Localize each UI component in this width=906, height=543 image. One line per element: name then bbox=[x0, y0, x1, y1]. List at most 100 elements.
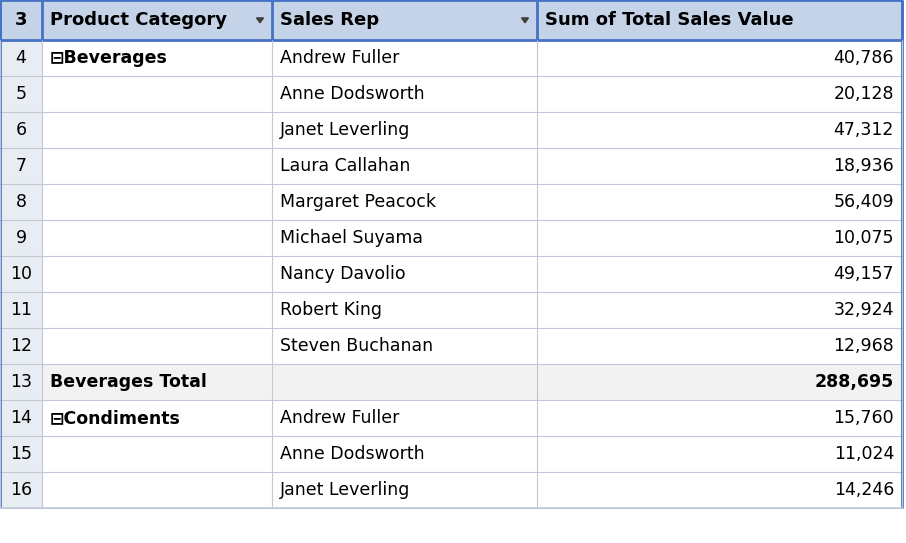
Bar bbox=[0, 40, 42, 76]
Text: 10,075: 10,075 bbox=[834, 229, 894, 247]
Bar bbox=[537, 328, 902, 364]
Text: 15,760: 15,760 bbox=[834, 409, 894, 427]
Text: 49,157: 49,157 bbox=[834, 265, 894, 283]
Bar bbox=[537, 256, 902, 292]
Text: 4: 4 bbox=[15, 49, 26, 67]
Bar bbox=[0, 292, 42, 328]
Text: ⊟Condiments: ⊟Condiments bbox=[50, 409, 181, 427]
Bar bbox=[272, 220, 537, 256]
Text: 47,312: 47,312 bbox=[834, 121, 894, 139]
Bar bbox=[272, 292, 537, 328]
Bar bbox=[0, 400, 42, 436]
Bar bbox=[537, 220, 902, 256]
Bar bbox=[272, 436, 537, 472]
Text: 288,695: 288,695 bbox=[814, 373, 894, 391]
Bar bbox=[272, 364, 537, 400]
Text: 14: 14 bbox=[10, 409, 32, 427]
Text: 11: 11 bbox=[10, 301, 32, 319]
Text: Sum of Total Sales Value: Sum of Total Sales Value bbox=[545, 11, 794, 29]
Bar bbox=[537, 436, 902, 472]
Text: 13: 13 bbox=[10, 373, 32, 391]
Bar bbox=[537, 112, 902, 148]
Bar bbox=[0, 76, 42, 112]
Bar bbox=[0, 112, 42, 148]
Text: 10: 10 bbox=[10, 265, 32, 283]
Text: 20,128: 20,128 bbox=[834, 85, 894, 103]
Text: Robert King: Robert King bbox=[280, 301, 382, 319]
Bar bbox=[42, 364, 272, 400]
Bar bbox=[537, 472, 902, 508]
Bar bbox=[272, 400, 537, 436]
Bar bbox=[42, 292, 272, 328]
Text: 8: 8 bbox=[15, 193, 26, 211]
Text: Steven Buchanan: Steven Buchanan bbox=[280, 337, 433, 355]
Text: 5: 5 bbox=[15, 85, 26, 103]
Bar bbox=[537, 292, 902, 328]
Bar bbox=[272, 40, 537, 76]
Bar bbox=[272, 0, 537, 40]
Text: Andrew Fuller: Andrew Fuller bbox=[280, 409, 400, 427]
Polygon shape bbox=[522, 18, 528, 23]
Polygon shape bbox=[256, 18, 264, 23]
Bar bbox=[0, 184, 42, 220]
Bar bbox=[42, 400, 272, 436]
Bar bbox=[0, 0, 42, 40]
Bar bbox=[272, 76, 537, 112]
Text: Janet Leverling: Janet Leverling bbox=[280, 121, 410, 139]
Bar bbox=[537, 0, 902, 40]
Bar bbox=[42, 436, 272, 472]
Bar bbox=[537, 184, 902, 220]
Text: Anne Dodsworth: Anne Dodsworth bbox=[280, 85, 425, 103]
Bar bbox=[42, 328, 272, 364]
Bar bbox=[42, 148, 272, 184]
Bar bbox=[42, 220, 272, 256]
Bar bbox=[0, 472, 42, 508]
Text: Michael Suyama: Michael Suyama bbox=[280, 229, 423, 247]
Text: 14,246: 14,246 bbox=[834, 481, 894, 499]
Text: Margaret Peacock: Margaret Peacock bbox=[280, 193, 436, 211]
Text: 56,409: 56,409 bbox=[834, 193, 894, 211]
Text: Nancy Davolio: Nancy Davolio bbox=[280, 265, 406, 283]
Text: 18,936: 18,936 bbox=[834, 157, 894, 175]
Bar bbox=[42, 184, 272, 220]
Bar bbox=[272, 472, 537, 508]
Text: 3: 3 bbox=[14, 11, 27, 29]
Text: 15: 15 bbox=[10, 445, 32, 463]
Text: 11,024: 11,024 bbox=[834, 445, 894, 463]
Bar bbox=[42, 256, 272, 292]
Text: Sales Rep: Sales Rep bbox=[280, 11, 379, 29]
Text: Andrew Fuller: Andrew Fuller bbox=[280, 49, 400, 67]
Text: 32,924: 32,924 bbox=[834, 301, 894, 319]
Bar bbox=[537, 148, 902, 184]
Bar bbox=[42, 76, 272, 112]
Bar bbox=[0, 220, 42, 256]
Bar bbox=[0, 436, 42, 472]
Text: ⊟Beverages: ⊟Beverages bbox=[50, 49, 168, 67]
Bar bbox=[272, 112, 537, 148]
Text: Beverages Total: Beverages Total bbox=[50, 373, 207, 391]
Bar bbox=[42, 472, 272, 508]
Text: 12,968: 12,968 bbox=[834, 337, 894, 355]
Bar bbox=[272, 256, 537, 292]
Bar bbox=[537, 400, 902, 436]
Text: Janet Leverling: Janet Leverling bbox=[280, 481, 410, 499]
Text: Anne Dodsworth: Anne Dodsworth bbox=[280, 445, 425, 463]
Bar bbox=[537, 40, 902, 76]
Bar bbox=[537, 364, 902, 400]
Bar bbox=[272, 184, 537, 220]
Bar bbox=[0, 364, 42, 400]
Text: 7: 7 bbox=[15, 157, 26, 175]
Bar bbox=[272, 148, 537, 184]
Bar bbox=[537, 76, 902, 112]
Text: 16: 16 bbox=[10, 481, 32, 499]
Bar bbox=[42, 0, 272, 40]
Text: Laura Callahan: Laura Callahan bbox=[280, 157, 410, 175]
Text: 12: 12 bbox=[10, 337, 32, 355]
Bar bbox=[42, 112, 272, 148]
Text: 9: 9 bbox=[15, 229, 26, 247]
Text: 6: 6 bbox=[15, 121, 26, 139]
Text: 40,786: 40,786 bbox=[834, 49, 894, 67]
Text: Product Category: Product Category bbox=[50, 11, 227, 29]
Bar bbox=[42, 40, 272, 76]
Bar bbox=[0, 256, 42, 292]
